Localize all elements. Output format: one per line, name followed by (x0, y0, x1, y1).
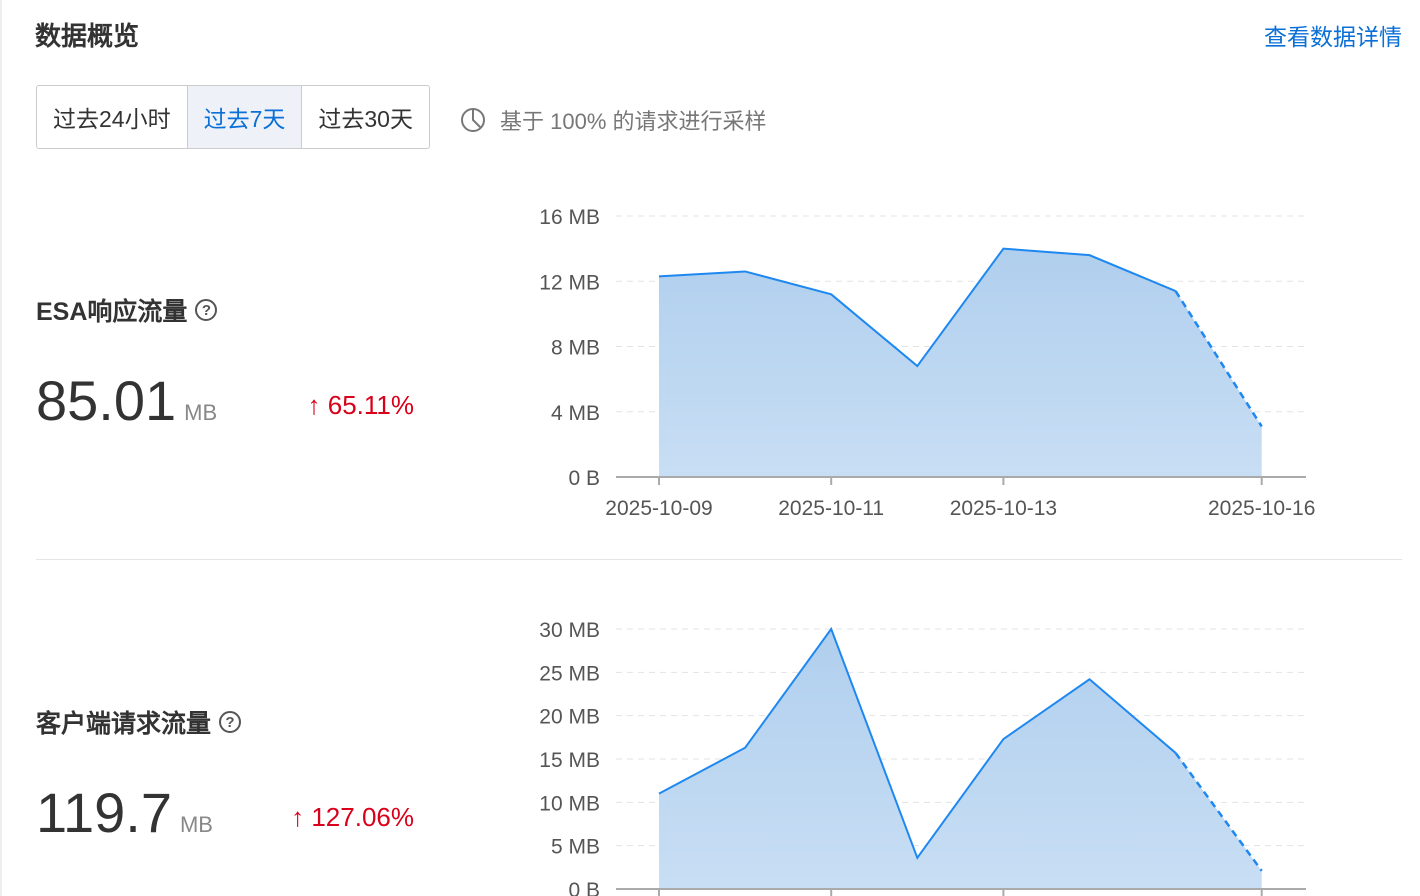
value-unit: MB (179, 812, 213, 837)
area-fill (659, 248, 1262, 477)
change-value: 65.11% (327, 390, 414, 420)
value-number: 119.7 (36, 781, 172, 844)
change-indicator: ↑ 65.11% (308, 390, 415, 421)
y-tick-label: 20 MB (539, 706, 600, 729)
x-tick-label: 2025-10-11 (778, 497, 884, 520)
value-number: 85.01 (36, 369, 177, 432)
y-tick-label: 12 MB (539, 271, 600, 294)
forecast-segment (1174, 290, 1263, 428)
sampling-text: 基于 100% 的请求进行采样 (500, 109, 767, 134)
x-tick-label: 2025-10-13 (950, 497, 1057, 520)
y-tick-label: 0 B (568, 467, 600, 490)
time-range-selector: 过去24小时 过去7天 过去30天 (36, 85, 430, 149)
arrow-up-icon: ↑ (307, 390, 328, 420)
metric-value: 85.01 MB (36, 368, 217, 433)
y-tick-label: 25 MB (539, 662, 600, 685)
y-tick-label: 10 MB (539, 792, 600, 815)
metric-value: 119.7 MB (36, 780, 213, 845)
y-tick-label: 8 MB (551, 337, 600, 360)
x-tick-label: 2025-10-16 (1208, 497, 1315, 520)
metric-esa-response-title: ESA响应流量? (36, 292, 218, 328)
view-details-link[interactable]: 查看数据详情 (1264, 24, 1402, 50)
metric-name: 客户端请求流量 (36, 710, 212, 738)
y-tick-label: 15 MB (539, 749, 600, 772)
y-tick-label: 30 MB (539, 619, 600, 642)
forecast-segment (1174, 752, 1263, 872)
area-fill (659, 629, 1262, 889)
pie-chart-icon (461, 108, 485, 132)
page-title: 数据概览 (35, 21, 140, 51)
change-value: 127.06% (311, 802, 414, 832)
tab-24h[interactable]: 过去24小时 (37, 86, 188, 148)
y-tick-label: 4 MB (551, 402, 600, 425)
y-tick-label: 5 MB (551, 836, 600, 859)
sampling-note: 基于 100% 的请求进行采样 (460, 104, 767, 136)
y-tick-label: 0 B (568, 879, 600, 896)
metric-name: ESA响应流量 (36, 298, 188, 326)
tab-7d[interactable]: 过去7天 (187, 86, 303, 148)
metric-client-request-title: 客户端请求流量? (36, 704, 242, 740)
arrow-up-icon: ↑ (291, 802, 312, 832)
value-unit: MB (184, 400, 218, 425)
help-icon[interactable]: ? (195, 299, 218, 321)
change-indicator: ↑ 127.06% (291, 802, 414, 833)
tab-30d[interactable]: 过去30天 (318, 106, 413, 132)
help-icon[interactable]: ? (219, 711, 242, 733)
y-tick-label: 16 MB (539, 206, 600, 229)
x-tick-label: 2025-10-09 (605, 497, 712, 520)
divider (36, 559, 1402, 560)
